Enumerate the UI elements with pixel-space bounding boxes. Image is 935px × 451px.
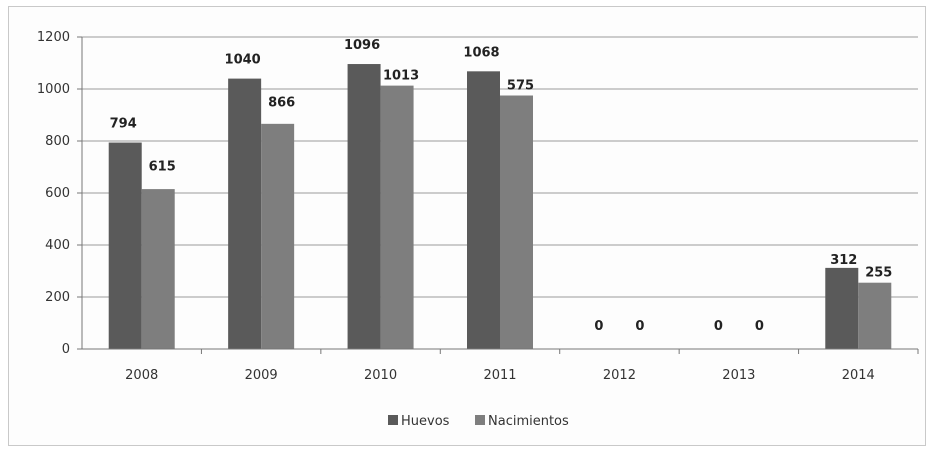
bar-nacimientos-2011 (500, 95, 533, 349)
bar-huevos-2009 (228, 78, 262, 349)
bar-nacimientos-2010 (380, 85, 414, 350)
bar-nacimientos-2009 (261, 123, 295, 349)
bar-huevos-2011 (467, 71, 500, 349)
x-tick-label-2009: 2009 (245, 368, 278, 383)
data-label-nacimientos-2008: 615 (149, 160, 176, 175)
legend-label-nacimientos: Nacimientos (488, 414, 569, 429)
data-label-huevos-2010: 1096 (344, 38, 380, 53)
data-labels: 794 615 1040 866 1096 1013 1068 575 0 0 0 0 312 255 (110, 38, 893, 334)
data-label-huevos-2014: 312 (830, 253, 857, 268)
y-tick-label: 0 (62, 342, 70, 357)
data-label-huevos-2011: 1068 (463, 45, 499, 60)
y-tick-label: 1000 (37, 82, 70, 97)
data-label-nacimientos-2009: 866 (268, 96, 295, 111)
legend-swatch-huevos (388, 415, 398, 425)
bar-huevos-2014 (825, 267, 859, 349)
y-tick-label: 1200 (37, 30, 70, 45)
data-label-nacimientos-2013: 0 (755, 319, 764, 334)
x-tick-label-2014: 2014 (842, 368, 875, 383)
bar-nacimientos-2008 (141, 189, 175, 349)
data-label-huevos-2008: 794 (110, 117, 137, 132)
data-label-nacimientos-2010: 1013 (383, 69, 419, 84)
data-label-huevos-2012: 0 (594, 319, 603, 334)
y-axis-ticks: 0 200 400 600 800 1000 1200 (37, 30, 82, 357)
x-tick-label-2008: 2008 (125, 368, 158, 383)
bar-nacimientos-2014 (858, 282, 892, 349)
bars (108, 64, 892, 350)
data-label-huevos-2013: 0 (714, 319, 723, 334)
data-label-nacimientos-2011: 575 (507, 79, 534, 94)
data-label-nacimientos-2014: 255 (865, 266, 892, 281)
bar-huevos-2008 (108, 142, 142, 349)
y-tick-label: 800 (45, 134, 70, 149)
x-axis-ticks: 2008 2009 2010 2011 2012 2013 2014 (125, 349, 919, 383)
x-tick-label-2011: 2011 (483, 368, 516, 383)
data-label-nacimientos-2012: 0 (635, 319, 644, 334)
legend-swatch-nacimientos (475, 415, 485, 425)
y-tick-label: 600 (45, 186, 70, 201)
legend: Huevos Nacimientos (388, 414, 569, 429)
legend-label-huevos: Huevos (401, 414, 450, 429)
bar-huevos-2010 (347, 64, 381, 349)
x-tick-label-2012: 2012 (603, 368, 636, 383)
data-label-huevos-2009: 1040 (225, 53, 261, 68)
y-tick-label: 200 (45, 290, 70, 305)
x-tick-label-2013: 2013 (722, 368, 755, 383)
x-tick-label-2010: 2010 (364, 368, 397, 383)
y-tick-label: 400 (45, 238, 70, 253)
